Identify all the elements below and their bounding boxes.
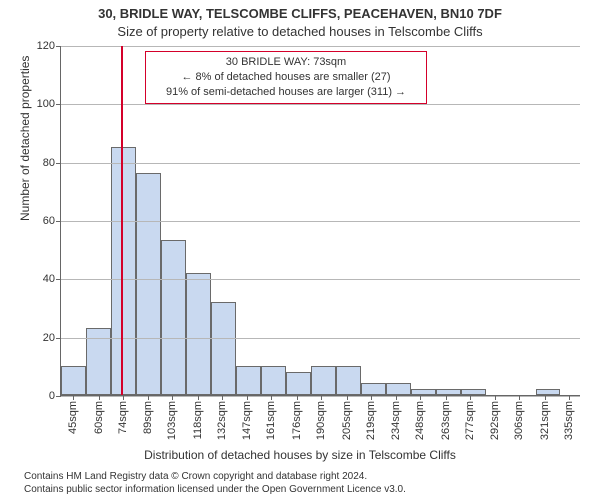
x-tick-label: 292sqm: [489, 401, 501, 440]
chart-title-address: 30, BRIDLE WAY, TELSCOMBE CLIFFS, PEACEH…: [0, 6, 600, 21]
histogram-bar: [336, 366, 361, 395]
x-tick-mark: [198, 395, 199, 400]
histogram-bar: [311, 366, 336, 395]
x-tick-label: 89sqm: [142, 401, 154, 434]
x-tick-label: 103sqm: [166, 401, 178, 440]
x-tick-mark: [420, 395, 421, 400]
x-tick-mark: [396, 395, 397, 400]
histogram-bar: [211, 302, 236, 395]
x-tick-label: 74sqm: [117, 401, 129, 434]
x-tick-mark: [172, 395, 173, 400]
y-tick-label: 60: [43, 215, 55, 227]
reference-marker-line: [121, 46, 123, 395]
x-tick-mark: [123, 395, 124, 400]
x-tick-mark: [271, 395, 272, 400]
x-tick-label: 234sqm: [390, 401, 402, 440]
x-tick-mark: [495, 395, 496, 400]
callout-box: 30 BRIDLE WAY: 73sqm← 8% of detached hou…: [145, 51, 427, 104]
histogram-bar: [261, 366, 286, 395]
x-tick-label: 118sqm: [192, 401, 204, 439]
y-tick-label: 40: [43, 273, 55, 285]
y-gridline: [61, 163, 580, 164]
histogram-bar: [386, 383, 411, 395]
callout-line: 30 BRIDLE WAY: 73sqm: [152, 55, 420, 70]
y-tick-mark: [56, 104, 61, 105]
y-tick-label: 120: [37, 40, 55, 52]
histogram-bar: [286, 372, 311, 395]
x-tick-mark: [545, 395, 546, 400]
histogram-bar: [186, 273, 211, 396]
x-tick-label: 147sqm: [241, 401, 253, 440]
x-tick-label: 335sqm: [563, 401, 575, 440]
x-tick-label: 219sqm: [365, 401, 377, 440]
x-tick-mark: [321, 395, 322, 400]
x-tick-label: 60sqm: [93, 401, 105, 434]
y-gridline: [61, 104, 580, 105]
x-tick-label: 161sqm: [265, 401, 277, 440]
y-tick-label: 100: [37, 98, 55, 110]
x-tick-label: 306sqm: [513, 401, 525, 440]
footer-attribution: Contains HM Land Registry data © Crown c…: [24, 471, 584, 496]
y-tick-mark: [56, 46, 61, 47]
histogram-bar: [461, 389, 486, 395]
x-tick-label: 176sqm: [291, 401, 303, 440]
callout-line: 91% of semi-detached houses are larger (…: [152, 85, 420, 100]
y-gridline: [61, 338, 580, 339]
y-tick-mark: [56, 163, 61, 164]
x-axis-label: Distribution of detached houses by size …: [0, 448, 600, 462]
x-tick-mark: [446, 395, 447, 400]
histogram-bar: [61, 366, 86, 395]
x-tick-mark: [371, 395, 372, 400]
histogram-bar: [111, 147, 136, 395]
y-tick-mark: [56, 338, 61, 339]
y-gridline: [61, 46, 580, 47]
histogram-bar: [236, 366, 261, 395]
x-tick-label: 248sqm: [414, 401, 426, 440]
y-tick-label: 20: [43, 332, 55, 344]
x-tick-label: 205sqm: [341, 401, 353, 440]
x-tick-mark: [148, 395, 149, 400]
histogram-bar: [411, 389, 436, 395]
y-tick-mark: [56, 396, 61, 397]
x-tick-label: 277sqm: [464, 401, 476, 440]
x-tick-label: 132sqm: [216, 401, 228, 440]
x-tick-label: 321sqm: [539, 401, 551, 440]
x-tick-mark: [569, 395, 570, 400]
y-tick-mark: [56, 221, 61, 222]
histogram-bar: [361, 383, 386, 395]
x-tick-mark: [73, 395, 74, 400]
y-tick-label: 80: [43, 157, 55, 169]
histogram-bar: [136, 173, 161, 395]
x-tick-mark: [247, 395, 248, 400]
footer-line-1: Contains HM Land Registry data © Crown c…: [24, 471, 584, 484]
x-tick-label: 263sqm: [440, 401, 452, 440]
x-tick-label: 190sqm: [315, 401, 327, 440]
x-tick-mark: [470, 395, 471, 400]
x-tick-label: 45sqm: [67, 401, 79, 434]
chart-title-description: Size of property relative to detached ho…: [0, 24, 600, 39]
y-gridline: [61, 279, 580, 280]
y-tick-label: 0: [49, 390, 55, 402]
x-tick-mark: [347, 395, 348, 400]
callout-line: ← 8% of detached houses are smaller (27): [152, 70, 420, 85]
y-axis-label: Number of detached properties: [18, 56, 32, 221]
x-tick-mark: [99, 395, 100, 400]
histogram-bar: [536, 389, 561, 395]
y-gridline: [61, 221, 580, 222]
x-tick-mark: [297, 395, 298, 400]
histogram-bar: [436, 389, 461, 395]
chart-container: 30, BRIDLE WAY, TELSCOMBE CLIFFS, PEACEH…: [0, 0, 600, 500]
x-tick-mark: [222, 395, 223, 400]
plot-area: 020406080100120 45sqm60sqm74sqm89sqm103s…: [60, 46, 580, 396]
footer-line-2: Contains public sector information licen…: [24, 484, 584, 497]
y-tick-mark: [56, 279, 61, 280]
histogram-bar: [161, 240, 186, 395]
x-tick-mark: [519, 395, 520, 400]
